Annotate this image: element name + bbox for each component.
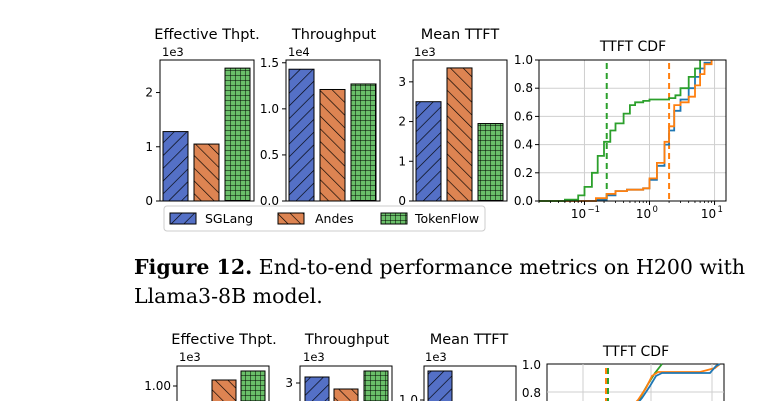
- ytick-label: 0.0: [260, 194, 279, 208]
- bar-andes: [193, 143, 220, 202]
- ytick-label: 2: [145, 86, 153, 100]
- fig12-cdf-grid: [539, 60, 726, 201]
- figure-caption: Figure 12. End-to-end performance metric…: [134, 253, 754, 311]
- ytick-label: 0: [398, 194, 406, 208]
- fig13-cdf-line-sglang: [634, 363, 721, 405]
- ytick-label: 3: [398, 75, 406, 89]
- fig12-cdf-panel: TTFT CDF 0.00.20.40.60.81.0 10 −1 10 0 10 1: [514, 39, 727, 221]
- fig12-p2-bars: [288, 68, 377, 202]
- bar-andes: [319, 88, 346, 202]
- bar-tokenflow: [477, 123, 504, 202]
- fig12-p2-title: Throughput: [291, 27, 377, 43]
- fig12-p1-title: Effective Thpt.: [154, 27, 259, 43]
- ytick-label: 1: [398, 154, 406, 168]
- fig13-p2-bar-sglang: [304, 376, 330, 405]
- xtick-exponent: −1: [587, 205, 600, 215]
- fig13-p3-title: Mean TTFT: [430, 332, 509, 348]
- ytick-label: 0.4: [514, 138, 533, 152]
- legend-label-sglang: SGLang: [205, 211, 253, 226]
- ytick-label: 0.6: [514, 109, 533, 123]
- fig13-p1-ytick: 1.00: [144, 379, 171, 393]
- fig13-p3-exponent: 1e3: [425, 350, 447, 364]
- xtick-label: 10: [571, 207, 586, 221]
- fig12-p1-bars: [162, 67, 251, 202]
- ytick-label: 1: [145, 140, 153, 154]
- fig13-p2-ytick: 3: [285, 376, 293, 390]
- fig13-cdf-line-tokenflow: [632, 363, 663, 405]
- ytick-label: 0: [145, 194, 153, 208]
- fig13-p1-title: Effective Thpt.: [171, 332, 276, 348]
- fig12-cdf-lines: [539, 60, 713, 202]
- fig12-p2-yticks: 0.0 0.5 1.0 1.5: [260, 56, 286, 208]
- fig13-p2-bar-tokenflow: [363, 370, 389, 405]
- fig12-p3-exponent: 1e3: [414, 45, 436, 59]
- bar-tokenflow: [350, 83, 377, 202]
- bar-tokenflow: [224, 67, 251, 202]
- ytick-label: 0.0: [514, 194, 533, 208]
- fig13-p1-bar-tokenflow: [240, 370, 266, 405]
- fig13-cdf-ytick-2: 0.8: [522, 386, 541, 400]
- fig12-p3-axes: [412, 59, 508, 202]
- fig12-p2-exponent: 1e4: [288, 45, 310, 59]
- ytick-label: 0.2: [514, 166, 533, 180]
- fig12-cdf-axes: [538, 59, 727, 202]
- fig12-panel-1: Effective Thpt. 1e3 0 1 2: [145, 27, 259, 208]
- bar-sglang: [415, 101, 442, 202]
- fig12-panel-2: Throughput 1e4 0.0 0.5 1.0 1.5: [260, 27, 381, 208]
- fig12-p3-title: Mean TTFT: [421, 27, 500, 43]
- cdf-line-tokenflow: [539, 60, 701, 202]
- fig13-cdf-line-andes: [631, 363, 721, 405]
- fig12-p1-axes: [159, 59, 255, 202]
- fig13-cdf-title: TTFT CDF: [602, 344, 669, 360]
- fig13-p3-bar-sglang: [427, 370, 453, 405]
- caption-text: End-to-end performance metrics on H200 w…: [134, 255, 746, 308]
- ytick-label: 0.8: [514, 81, 533, 95]
- xtick-label: 10: [701, 207, 716, 221]
- xtick-label: 10: [636, 207, 651, 221]
- bar-andes: [446, 67, 473, 202]
- ytick-label: 1.5: [260, 56, 279, 70]
- fig12-p3-bars: [415, 67, 504, 202]
- fig13-p2-axes: [299, 365, 393, 405]
- fig13-p1-exponent: 1e3: [179, 350, 201, 364]
- bar-sglang: [288, 68, 315, 202]
- fig13-p2-title: Throughput: [304, 332, 390, 348]
- bar-sglang: [162, 131, 189, 202]
- xtick-exponent: 0: [653, 205, 658, 215]
- fig12-legend: SGLang Andes TokenFlow: [163, 205, 486, 232]
- fig13-p1-bar-andes: [211, 379, 237, 405]
- legend-swatch-sglang: [169, 212, 197, 225]
- legend-swatch-tokenflow: [380, 212, 408, 225]
- fig12-p2-axes: [285, 59, 381, 202]
- caption-label: Figure 12.: [134, 255, 253, 279]
- cdf-line-andes: [539, 60, 713, 202]
- ytick-label: 2: [398, 115, 406, 129]
- fig12-cdf-title: TTFT CDF: [599, 39, 666, 55]
- fig13-cdf-ytick-1: 1.0: [522, 358, 541, 372]
- cdf-line-sglang: [539, 60, 713, 202]
- legend-swatch-andes: [277, 212, 305, 225]
- ytick-label: 1.0: [260, 102, 279, 116]
- fig13-partial: Effective Thpt. 1e3 1.00 Throughput 1e3 …: [144, 332, 725, 405]
- fig13-p3-axes: [423, 365, 517, 405]
- fig12-p1-yticks: 0 1 2: [145, 86, 160, 208]
- fig12-cdf-yticks: 0.0 0.2 0.4 0.6 0.8 1.0: [514, 53, 539, 208]
- legend-label-tokenflow: TokenFlow: [414, 211, 479, 226]
- fig12-p1-exponent: 1e3: [162, 45, 184, 59]
- fig13-cdf-axes: [546, 363, 725, 405]
- legend-box: [163, 205, 486, 232]
- fig13-p3-ytick: 1.0: [399, 393, 418, 401]
- ytick-label: 1.0: [514, 53, 533, 67]
- fig12-p3-yticks: 0 1 2 3: [398, 75, 413, 208]
- fig12-cdf-xticks: 10 −1 10 0 10 1: [538, 201, 723, 221]
- fig13-p2-bar-andes: [333, 388, 359, 405]
- xtick-exponent: 1: [718, 205, 723, 215]
- fig13-p2-exponent: 1e3: [303, 350, 325, 364]
- fig12-panel-3: Mean TTFT 1e3 0 1 2 3: [398, 27, 508, 208]
- fig13-p1-axes: [176, 365, 270, 405]
- legend-label-andes: Andes: [315, 211, 354, 226]
- ytick-label: 0.5: [260, 148, 279, 162]
